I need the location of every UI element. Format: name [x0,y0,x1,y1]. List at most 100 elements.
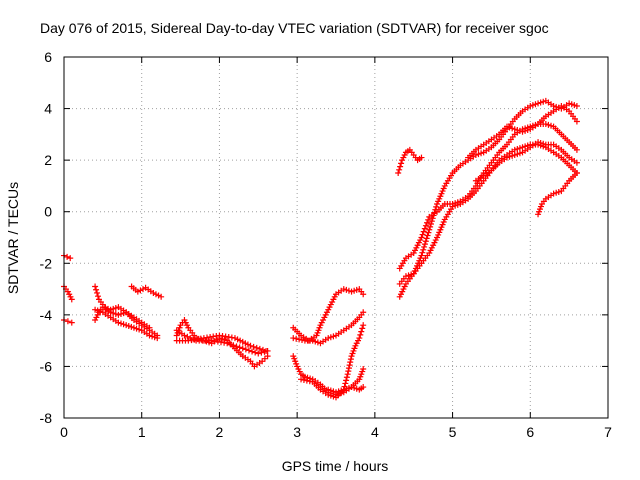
data-point [344,371,351,378]
data-point [425,216,432,223]
data-point [396,166,403,173]
data-point [236,344,243,351]
data-point [242,346,249,353]
data-point [573,102,580,109]
data-point [360,291,367,298]
data-point [253,344,260,351]
data-point [224,340,231,347]
data-point [258,349,265,356]
y-tick-label: -4 [40,307,53,323]
data-point [424,232,431,239]
data-point [299,336,305,343]
data-point [154,335,161,342]
x-tick-label: 5 [449,424,457,440]
data-point [397,163,404,170]
data-point [342,380,349,387]
data-point [345,368,352,375]
data-point [426,226,433,233]
data-point [158,293,165,300]
data-point [249,348,256,355]
data-point [95,293,101,300]
data-point [427,221,434,228]
data-point [357,331,364,338]
data-point [252,349,259,356]
data-point [573,146,580,153]
data-point [306,378,313,385]
data-point [239,345,246,352]
data-point [573,118,580,125]
x-tick-label: 6 [526,424,534,440]
data-point [429,215,436,222]
data-point [360,309,367,316]
plot-frame [63,56,609,419]
data-point [424,219,431,226]
data-point [300,376,307,383]
data-point [187,335,194,342]
y-tick-label: -8 [40,410,53,426]
data-point [296,336,303,343]
data-point [573,170,580,177]
data-point [343,374,350,381]
data-point [264,353,271,360]
data-point [347,356,354,363]
data-point [293,335,300,342]
data-point [345,365,352,372]
x-tick-label: 4 [371,424,379,440]
x-tick-label: 7 [604,424,612,440]
data-point [245,347,252,354]
data-point [303,377,310,384]
data-point [68,319,75,326]
data-point [418,252,425,259]
data-point [421,225,428,232]
y-tick-label: -2 [40,255,53,271]
data-point [418,154,425,161]
data-point [356,335,363,342]
data-point [250,343,257,350]
data-point [67,255,74,262]
grid-lines [64,57,608,418]
data-point [346,362,353,369]
data-point [422,238,429,245]
data-point [184,333,191,340]
data-point [398,160,405,167]
data-point [64,318,71,325]
data-point [419,231,426,238]
data-point [421,241,428,248]
data-point [261,348,268,355]
data-point [93,286,100,293]
data-point [92,283,99,290]
data-point [420,228,427,235]
data-point [190,336,197,343]
data-point [94,289,101,296]
data-point [418,234,425,241]
data-point [573,159,580,166]
x-axis-label: GPS time / hours [282,458,389,474]
data-point [181,332,188,339]
data-points [61,97,580,401]
data-point [347,359,354,366]
y-tick-label: 6 [44,49,52,65]
x-tick-label: 1 [138,424,146,440]
data-point [360,384,367,391]
data-point [421,243,428,250]
data-point [359,325,366,332]
data-point [255,350,262,357]
data-point [420,246,427,253]
data-point [264,347,271,354]
data-point [425,229,432,236]
data-point [360,366,367,373]
data-point [360,322,367,329]
data-point [298,376,305,383]
x-tick-label: 2 [216,424,224,440]
data-point [358,328,365,335]
data-point [419,249,426,256]
data-point [290,335,297,342]
y-axis-label: SDTVAR / TECUs [5,182,21,294]
data-point [64,253,71,260]
data-point [433,203,440,210]
x-tick-label: 3 [293,424,301,440]
y-tick-label: -6 [40,358,53,374]
data-point [230,342,237,349]
